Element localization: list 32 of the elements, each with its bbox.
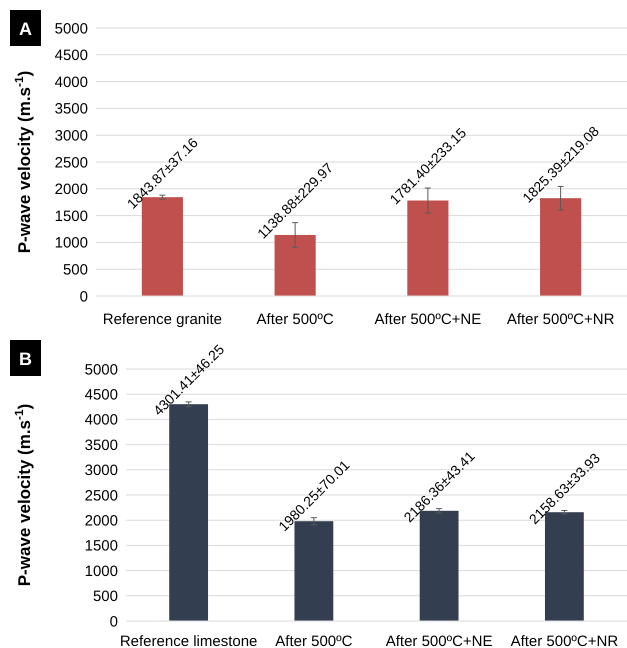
y-tick-label: 3500 — [54, 100, 88, 118]
y-tick-label: 5000 — [54, 20, 88, 38]
y-tick-label: 4000 — [54, 74, 88, 91]
y-tick-label: 3000 — [54, 127, 88, 144]
y-tick-label: 1500 — [54, 208, 88, 225]
x-tick-label: After 500ºC — [275, 633, 353, 648]
chart-title: A — [19, 19, 32, 39]
y-tick-label: 2500 — [54, 154, 88, 172]
y-tick-label: 5000 — [84, 361, 118, 378]
y-tick-label: 3500 — [84, 436, 118, 454]
x-tick-label: Reference limestone — [120, 633, 258, 648]
x-tick-label: After 500ºC+NE — [386, 633, 493, 648]
y-tick-label: 500 — [92, 588, 118, 606]
y-tick-label: 0 — [80, 288, 88, 306]
y-tick-label: 0 — [110, 613, 118, 630]
y-tick-label: 1500 — [84, 538, 118, 555]
y-tick-label: 1000 — [54, 234, 88, 252]
y-tick-label: 4500 — [54, 47, 88, 64]
x-tick-label: After 500ºC+NR — [510, 633, 618, 648]
y-tick-label: 2000 — [54, 181, 88, 198]
x-tick-label: After 500ºC — [256, 311, 334, 328]
y-tick-label: 2000 — [84, 512, 118, 530]
y-tick-label: 4500 — [84, 386, 118, 404]
y-tick-label: 2500 — [84, 487, 118, 504]
x-tick-label: After 500ºC+NE — [374, 311, 482, 328]
x-tick-label: After 500ºC+NR — [506, 311, 615, 328]
y-tick-label: 1000 — [84, 562, 118, 580]
x-tick-label: Reference granite — [102, 311, 222, 328]
y-tick-label: 3000 — [84, 462, 118, 480]
y-tick-label: 500 — [62, 261, 88, 278]
chart-title: B — [19, 349, 32, 369]
y-tick-label: 4000 — [84, 412, 118, 429]
